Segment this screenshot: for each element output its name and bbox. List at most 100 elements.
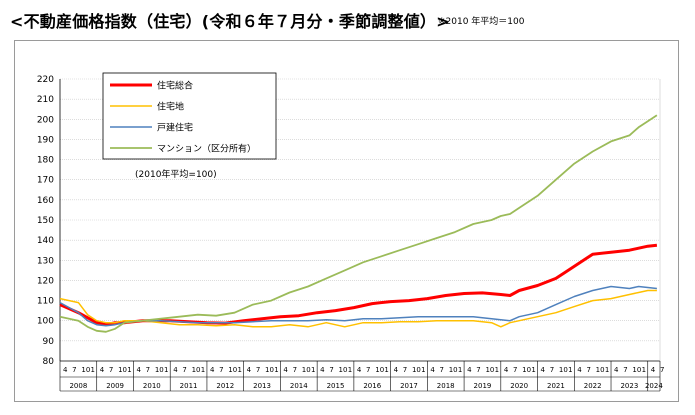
legend-label: 住宅地 bbox=[157, 101, 184, 113]
legend-box bbox=[102, 72, 277, 160]
x-year-label: 2016 bbox=[363, 382, 381, 390]
x-year-label: 2013 bbox=[253, 382, 271, 390]
x-month-label: 7 bbox=[256, 366, 260, 374]
y-tick-label: 130 bbox=[37, 256, 54, 266]
x-month-label: 10 bbox=[339, 366, 348, 374]
x-month-label: 1 bbox=[568, 366, 572, 374]
x-month-label: 1 bbox=[531, 366, 535, 374]
x-year-label: 2012 bbox=[216, 382, 234, 390]
x-month-label: 10 bbox=[559, 366, 568, 374]
base-year-note: ※2010 年平均＝100 bbox=[438, 17, 525, 27]
x-month-label: 4 bbox=[430, 366, 435, 374]
x-month-label: 1 bbox=[605, 366, 609, 374]
x-month-label: 7 bbox=[660, 366, 664, 374]
x-month-label: 10 bbox=[522, 366, 531, 374]
x-year-label: 2010 bbox=[143, 382, 161, 390]
x-year-label: 2020 bbox=[510, 382, 528, 390]
x-month-label: 4 bbox=[541, 366, 546, 374]
x-month-label: 7 bbox=[623, 366, 627, 374]
y-tick-label: 160 bbox=[37, 196, 54, 206]
x-month-label: 7 bbox=[366, 366, 370, 374]
x-month-label: 4 bbox=[394, 366, 399, 374]
x-month-label: 7 bbox=[293, 366, 297, 374]
x-month-label: 7 bbox=[476, 366, 480, 374]
x-month-label: 10 bbox=[155, 366, 164, 374]
x-month-label: 1 bbox=[348, 366, 352, 374]
x-month-label: 10 bbox=[228, 366, 237, 374]
x-month-label: 10 bbox=[449, 366, 458, 374]
x-month-label: 7 bbox=[586, 366, 590, 374]
x-month-label: 4 bbox=[504, 366, 509, 374]
x-month-label: 7 bbox=[550, 366, 554, 374]
x-month-label: 10 bbox=[375, 366, 384, 374]
x-month-label: 1 bbox=[237, 366, 241, 374]
x-year-label: 2014 bbox=[290, 382, 308, 390]
x-month-label: 4 bbox=[357, 366, 362, 374]
x-month-label: 1 bbox=[495, 366, 499, 374]
x-month-label: 4 bbox=[63, 366, 68, 374]
x-month-label: 1 bbox=[458, 366, 462, 374]
x-month-label: 4 bbox=[136, 366, 141, 374]
y-tick-label: 200 bbox=[37, 115, 54, 125]
page-title: <不動産価格指数（住宅）(令和６年７月分・季節調整値）> bbox=[10, 12, 450, 31]
x-year-label: 2024 bbox=[645, 382, 663, 390]
x-month-label: 4 bbox=[210, 366, 215, 374]
series-line-2 bbox=[59, 289, 657, 328]
x-month-label: 10 bbox=[265, 366, 274, 374]
x-year-label: 2023 bbox=[620, 382, 638, 390]
x-month-label: 7 bbox=[72, 366, 76, 374]
x-month-label: 1 bbox=[274, 366, 278, 374]
x-month-label: 7 bbox=[182, 366, 186, 374]
x-month-label: 1 bbox=[91, 366, 95, 374]
y-tick-label: 90 bbox=[43, 337, 55, 347]
x-month-label: 4 bbox=[320, 366, 325, 374]
x-month-label: 10 bbox=[302, 366, 311, 374]
x-month-label: 4 bbox=[467, 366, 472, 374]
x-month-label: 7 bbox=[146, 366, 150, 374]
x-month-label: 4 bbox=[173, 366, 178, 374]
x-month-label: 4 bbox=[283, 366, 288, 374]
x-month-label: 10 bbox=[412, 366, 421, 374]
x-month-label: 4 bbox=[247, 366, 252, 374]
x-year-label: 2019 bbox=[474, 382, 492, 390]
x-month-label: 10 bbox=[632, 366, 641, 374]
series-line-4 bbox=[59, 114, 658, 333]
y-tick-label: 110 bbox=[37, 297, 54, 307]
y-tick-label: 210 bbox=[37, 95, 54, 105]
x-month-label: 4 bbox=[614, 366, 619, 374]
y-tick-label: 150 bbox=[37, 216, 54, 226]
x-month-label: 10 bbox=[81, 366, 90, 374]
x-month-label: 10 bbox=[118, 366, 127, 374]
y-tick-label: 170 bbox=[37, 176, 54, 186]
x-month-label: 4 bbox=[100, 366, 105, 374]
x-month-label: 1 bbox=[384, 366, 388, 374]
y-tick-label: 140 bbox=[37, 236, 54, 246]
x-month-label: 7 bbox=[440, 366, 444, 374]
x-year-label: 2009 bbox=[106, 382, 124, 390]
x-axis: 4 7 10 1 4 7 10 1 4 7 10 1 4 7 10 1 4 7 10 1 4 7 10 1 4 7 10 1 4 7 10 1… bbox=[59, 361, 664, 392]
legend-label: 戸建住宅 bbox=[157, 122, 193, 134]
x-year-label: 2008 bbox=[69, 382, 87, 390]
x-month-label: 7 bbox=[403, 366, 407, 374]
legend-label: 住宅総合 bbox=[157, 80, 193, 92]
series-lines bbox=[59, 114, 658, 333]
x-month-label: 1 bbox=[311, 366, 315, 374]
legend-label: マンション（区分所有） bbox=[157, 143, 256, 155]
y-tick-label: 190 bbox=[37, 135, 54, 145]
x-month-label: 4 bbox=[577, 366, 582, 374]
x-year-label: 2018 bbox=[437, 382, 455, 390]
y-tick-label: 180 bbox=[37, 156, 54, 166]
chart-subtitle: (2010年平均=100) bbox=[135, 168, 217, 180]
x-month-label: 1 bbox=[421, 366, 425, 374]
x-year-label: 2011 bbox=[180, 382, 198, 390]
x-month-label: 1 bbox=[127, 366, 131, 374]
x-month-label: 1 bbox=[642, 366, 646, 374]
x-month-label: 7 bbox=[219, 366, 223, 374]
series-line-1 bbox=[59, 243, 658, 327]
x-month-label: 1 bbox=[201, 366, 205, 374]
x-month-label: 7 bbox=[513, 366, 517, 374]
y-tick-label: 220 bbox=[37, 75, 54, 85]
x-year-label: 2022 bbox=[584, 382, 602, 390]
